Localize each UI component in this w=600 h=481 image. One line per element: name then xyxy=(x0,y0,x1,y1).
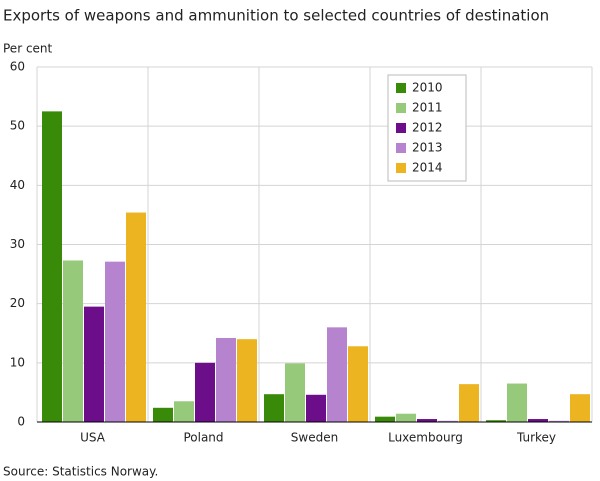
source: Source: Statistics Norway. xyxy=(3,465,158,479)
bar xyxy=(63,260,83,422)
legend-label: 2013 xyxy=(412,141,443,155)
bar xyxy=(348,346,368,422)
x-tick-label: USA xyxy=(80,431,106,445)
y-tick-label: 30 xyxy=(10,237,25,251)
x-tick-label: Poland xyxy=(183,431,223,445)
y-tick-label: 0 xyxy=(17,415,25,429)
legend-label: 2012 xyxy=(412,121,443,135)
bar xyxy=(264,394,284,422)
bar xyxy=(84,306,104,422)
bar xyxy=(459,384,479,422)
bar xyxy=(195,362,215,422)
bar xyxy=(216,337,236,422)
chart-title: Exports of weapons and ammunition to sel… xyxy=(3,7,549,25)
bar xyxy=(528,419,548,422)
bar xyxy=(417,419,437,422)
legend-swatch xyxy=(396,163,406,173)
bar xyxy=(549,420,569,422)
bar xyxy=(375,416,395,422)
bar xyxy=(105,261,125,422)
legend-swatch xyxy=(396,143,406,153)
legend-swatch xyxy=(396,103,406,113)
legend-swatch xyxy=(396,83,406,93)
bar xyxy=(507,383,527,422)
bar xyxy=(126,212,146,422)
bar xyxy=(153,407,173,422)
legend-label: 2014 xyxy=(412,161,443,175)
y-axis-label: Per cent xyxy=(3,42,53,56)
bar xyxy=(174,401,194,422)
y-tick-label: 20 xyxy=(10,296,25,310)
y-tick-label: 10 xyxy=(10,355,25,369)
bar xyxy=(237,339,257,422)
bar xyxy=(42,111,62,422)
y-tick-label: 60 xyxy=(10,60,25,74)
x-tick-label: Sweden xyxy=(291,431,338,445)
bar xyxy=(396,413,416,422)
x-tick-label: Turkey xyxy=(516,431,556,445)
bar xyxy=(327,327,347,422)
bar xyxy=(306,394,326,422)
bar xyxy=(438,420,458,422)
y-tick-label: 50 xyxy=(10,119,25,133)
legend-label: 2011 xyxy=(412,101,443,115)
bar xyxy=(285,363,305,422)
legend-swatch xyxy=(396,123,406,133)
bar xyxy=(486,420,506,422)
legend-label: 2010 xyxy=(412,81,443,95)
x-tick-label: Luxembourg xyxy=(388,431,463,445)
bar xyxy=(570,394,590,422)
y-tick-label: 40 xyxy=(10,178,25,192)
